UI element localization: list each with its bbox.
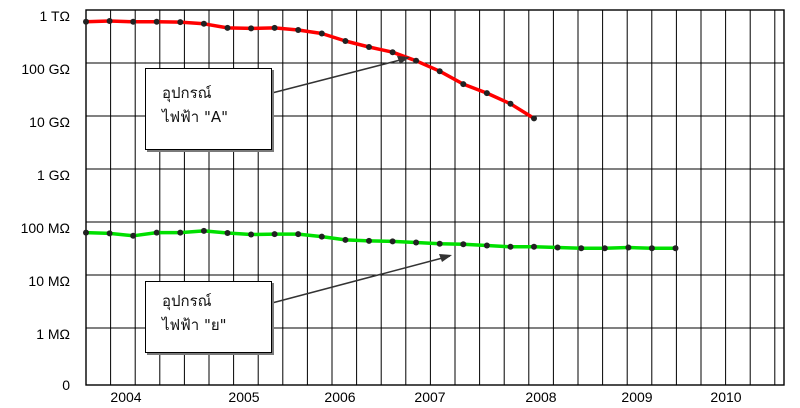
annotation-b-line-2: ไฟฟ้า "ย" [162, 316, 227, 334]
data-point-device-a [436, 68, 443, 75]
data-point-device-b [106, 230, 113, 237]
data-point-device-a [295, 27, 302, 33]
data-point-device-b [153, 229, 160, 236]
annotation-box-a: อุปกรณ์ ไฟฟ้า "A" [145, 68, 272, 150]
data-point-device-a [177, 19, 184, 26]
data-point-device-b [483, 242, 490, 249]
data-point-device-a [366, 44, 372, 50]
y-axis-tick-labels: 1 TΩ 100 GΩ 10 GΩ 1 GΩ 100 MΩ 10 MΩ 1 MΩ… [21, 8, 71, 393]
annotation-arrows [271, 56, 452, 304]
series-line-device-b [84, 229, 678, 250]
data-point-device-b [295, 231, 302, 238]
y-tick-label: 1 GΩ [37, 167, 70, 183]
data-point-device-a [460, 81, 467, 88]
data-point-device-b [601, 245, 608, 252]
x-tick-label: 2004 [110, 389, 141, 405]
x-tick-label: 2007 [414, 389, 445, 405]
y-tick-label: 10 GΩ [29, 114, 70, 130]
data-point-device-a [271, 24, 278, 31]
data-point-device-b [366, 237, 372, 244]
data-point-device-b [507, 243, 514, 250]
data-point-device-a [483, 90, 490, 97]
data-point-device-a [389, 49, 396, 56]
data-point-device-b [83, 229, 89, 236]
x-tick-label: 2010 [710, 389, 741, 405]
y-tick-label: 1 MΩ [36, 326, 70, 342]
data-point-device-b [625, 244, 632, 251]
annotation-b-line-1: อุปกรณ์ [162, 292, 212, 310]
data-point-device-a [83, 18, 89, 25]
y-tick-label: 100 MΩ [21, 220, 70, 236]
data-point-device-b [672, 245, 679, 252]
x-axis-tick-labels: 2004 2005 2006 2007 2008 2009 2010 [110, 389, 741, 405]
x-tick-label: 2009 [621, 389, 652, 405]
data-point-device-b [271, 231, 278, 238]
series-line-device-a [84, 19, 536, 121]
annotation-arrow-a [271, 57, 409, 94]
data-point-device-b [460, 241, 467, 248]
x-tick-label: 2005 [228, 389, 259, 405]
data-point-device-b [318, 233, 325, 240]
data-point-device-b [130, 232, 137, 239]
annotation-arrowhead-b [439, 254, 452, 262]
data-point-device-b [648, 245, 655, 252]
x-tick-label: 2008 [525, 389, 556, 405]
data-point-device-b [436, 240, 443, 247]
data-point-device-a [413, 57, 420, 64]
data-point-device-b [177, 229, 184, 236]
data-point-device-a [342, 38, 349, 44]
y-tick-label: 0 [62, 377, 70, 393]
data-point-device-a [153, 18, 160, 25]
annotation-box-b: อุปกรณ์ ไฟฟ้า "ย" [145, 281, 272, 353]
plot-frame [85, 9, 785, 386]
annotation-arrow-b [271, 255, 451, 304]
data-point-device-a [106, 18, 113, 24]
data-point-device-a [248, 25, 255, 32]
data-point-device-a [531, 115, 537, 122]
data-point-device-b [200, 227, 207, 234]
data-point-device-a [507, 100, 514, 107]
data-point-device-b [413, 239, 420, 246]
data-point-device-b [224, 230, 231, 236]
data-point-device-a [130, 18, 137, 25]
data-point-device-a [224, 24, 231, 31]
data-point-device-b [531, 243, 537, 250]
y-tick-label: 100 GΩ [21, 61, 70, 77]
y-tick-label: 10 MΩ [28, 273, 70, 289]
data-point-device-b [248, 231, 255, 238]
series-layer [83, 18, 679, 252]
annotation-a-line-2: ไฟฟ้า "A" [162, 108, 229, 126]
x-tick-label: 2006 [324, 389, 355, 405]
data-point-device-b [389, 238, 396, 245]
data-point-device-b [578, 245, 585, 252]
data-point-device-b [554, 244, 561, 251]
data-point-device-a [318, 30, 325, 37]
data-point-device-b [342, 236, 349, 243]
data-point-device-a [200, 20, 207, 27]
annotation-arrowhead-a [397, 56, 410, 64]
annotation-a-line-1: อุปกรณ์ [162, 84, 212, 102]
y-tick-label: 1 TΩ [40, 8, 70, 24]
